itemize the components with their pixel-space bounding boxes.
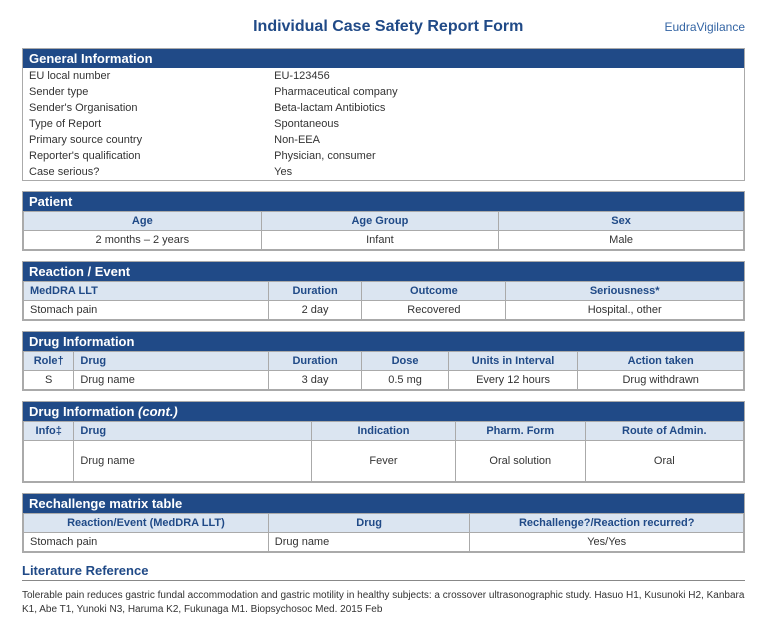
section-patient: Patient Age Age Group Sex 2 months – 2 y… [22, 191, 745, 251]
patient-age: 2 months – 2 years [24, 231, 262, 250]
drug1-col-drug: Drug [74, 352, 268, 371]
drug2-table: Info‡ Drug Indication Pharm. Form Route … [23, 421, 744, 482]
drug1-table: Role† Drug Duration Dose Units in Interv… [23, 351, 744, 390]
gen-val-1: Pharmaceutical company [268, 84, 744, 100]
reaction-col-outcome: Outcome [362, 282, 506, 301]
drug2-col-info: Info‡ [24, 422, 74, 441]
patient-col-agegroup: Age Group [261, 212, 499, 231]
gen-key-2: Sender's Organisation [23, 100, 268, 116]
literature-heading: Literature Reference [22, 563, 745, 581]
drug1-role: S [24, 371, 74, 390]
section-drug1: Drug Information Role† Drug Duration Dos… [22, 331, 745, 391]
patient-col-sex: Sex [499, 212, 744, 231]
drug2-route: Oral [585, 441, 743, 482]
drug1-col-duration: Duration [268, 352, 362, 371]
gen-key-4: Primary source country [23, 132, 268, 148]
rechallenge-table: Reaction/Event (MedDRA LLT) Drug Rechall… [23, 513, 744, 552]
patient-sex: Male [499, 231, 744, 250]
reaction-outcome: Recovered [362, 301, 506, 320]
drug1-col-action: Action taken [578, 352, 744, 371]
section-drug2: Drug Information (cont.) Info‡ Drug Indi… [22, 401, 745, 483]
reaction-seriousness: Hospital., other [506, 301, 744, 320]
gen-key-0: EU local number [23, 68, 268, 84]
drug2-col-drug: Drug [74, 422, 312, 441]
reaction-duration: 2 day [268, 301, 362, 320]
gen-val-2: Beta-lactam Antibiotics [268, 100, 744, 116]
literature-text: Tolerable pain reduces gastric fundal ac… [22, 589, 745, 616]
drug2-col-route: Route of Admin. [585, 422, 743, 441]
reaction-col-llt: MedDRA LLT [24, 282, 269, 301]
rech-col-reaction: Reaction/Event (MedDRA LLT) [24, 514, 269, 533]
reaction-col-seriousness: Seriousness* [506, 282, 744, 301]
gen-key-1: Sender type [23, 84, 268, 100]
drug1-col-dose: Dose [362, 352, 448, 371]
drug1-drug: Drug name [74, 371, 268, 390]
section-reaction: Reaction / Event MedDRA LLT Duration Out… [22, 261, 745, 321]
rech-col-recurred: Rechallenge?/Reaction recurred? [470, 514, 744, 533]
drug1-duration: 3 day [268, 371, 362, 390]
drug2-heading-suffix: (cont.) [134, 404, 177, 419]
drug1-action: Drug withdrawn [578, 371, 744, 390]
page-title: Individual Case Safety Report Form [112, 18, 664, 36]
section-heading-general: General Information [23, 49, 744, 68]
drug2-heading-main: Drug Information [29, 404, 134, 419]
rech-col-drug: Drug [268, 514, 470, 533]
reaction-col-duration: Duration [268, 282, 362, 301]
drug1-units: Every 12 hours [448, 371, 578, 390]
section-heading-patient: Patient [23, 192, 744, 211]
rech-recurred: Yes/Yes [470, 533, 744, 552]
brand-label: EudraVigilance [664, 20, 745, 34]
gen-val-4: Non-EEA [268, 132, 744, 148]
patient-table: Age Age Group Sex 2 months – 2 years Inf… [23, 211, 744, 250]
section-heading-drug2: Drug Information (cont.) [23, 402, 744, 421]
gen-val-3: Spontaneous [268, 116, 744, 132]
rech-drug: Drug name [268, 533, 470, 552]
section-heading-drug1: Drug Information [23, 332, 744, 351]
gen-val-5: Physician, consumer [268, 148, 744, 164]
patient-col-age: Age [24, 212, 262, 231]
gen-val-6: Yes [268, 164, 744, 180]
drug2-indication: Fever [311, 441, 455, 482]
section-rechallenge: Rechallenge matrix table Reaction/Event … [22, 493, 745, 553]
drug1-col-units: Units in Interval [448, 352, 578, 371]
drug1-col-role: Role† [24, 352, 74, 371]
gen-key-3: Type of Report [23, 116, 268, 132]
drug2-info [24, 441, 74, 482]
section-heading-reaction: Reaction / Event [23, 262, 744, 281]
drug2-col-indication: Indication [311, 422, 455, 441]
reaction-table: MedDRA LLT Duration Outcome Seriousness*… [23, 281, 744, 320]
rech-reaction: Stomach pain [24, 533, 269, 552]
gen-key-6: Case serious? [23, 164, 268, 180]
drug1-dose: 0.5 mg [362, 371, 448, 390]
gen-key-5: Reporter's qualification [23, 148, 268, 164]
general-kv-table: EU local numberEU-123456 Sender typePhar… [23, 68, 744, 180]
drug2-pharm: Oral solution [455, 441, 585, 482]
drug2-col-pharm: Pharm. Form [455, 422, 585, 441]
patient-agegroup: Infant [261, 231, 499, 250]
gen-val-0: EU-123456 [268, 68, 744, 84]
drug2-drug: Drug name [74, 441, 312, 482]
reaction-llt: Stomach pain [24, 301, 269, 320]
section-heading-rechallenge: Rechallenge matrix table [23, 494, 744, 513]
header: Individual Case Safety Report Form Eudra… [22, 18, 745, 36]
section-general: General Information EU local numberEU-12… [22, 48, 745, 181]
